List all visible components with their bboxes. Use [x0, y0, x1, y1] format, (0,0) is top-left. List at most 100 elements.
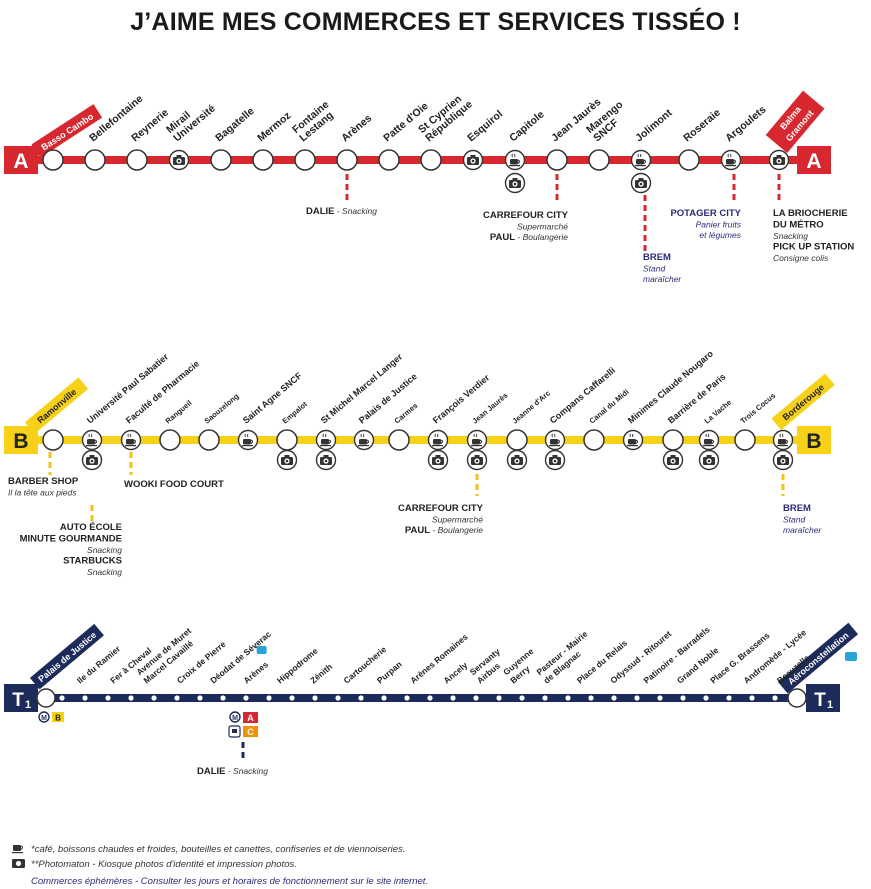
- line-b-badge-letter: B: [55, 714, 61, 723]
- camera-icon: [630, 172, 652, 194]
- tram-stop-dot: [749, 695, 755, 701]
- line-a-badge-letter: A: [247, 713, 254, 723]
- camera-icon: [662, 449, 684, 471]
- line-b-end-box: [797, 426, 831, 454]
- cafe-icon: [81, 429, 103, 451]
- terminus-label: Ramonville: [35, 387, 78, 426]
- station-aeroconstellation: [787, 688, 807, 708]
- tram-stop-dot: [358, 695, 364, 701]
- cafe-icon: [120, 429, 142, 451]
- shop-line: BARBER SHOP: [8, 476, 79, 487]
- shop-line: PAUL - Boulangerie: [405, 525, 483, 536]
- cafe-icon: [698, 429, 720, 451]
- station-label-purpan: Purpan: [375, 659, 404, 685]
- tram-stop-dot: [565, 695, 571, 701]
- line-b-letter-start: B: [13, 430, 28, 453]
- station-label-arenes: Arènes: [242, 659, 271, 685]
- tram-stop-dot: [128, 695, 134, 701]
- camera-icon: [81, 449, 103, 471]
- tram-stop-dot: [703, 695, 709, 701]
- cafe-icon: [237, 429, 259, 451]
- metro-badge-m: M: [41, 715, 47, 722]
- station-label-odyssud-ritouret: Odyssud - Ritouret: [608, 629, 673, 686]
- camera-icon: [427, 449, 449, 471]
- station-label-la-vache: La Vache: [703, 398, 734, 426]
- cafe-icon: [504, 149, 526, 171]
- station-label-esquirol: Esquirol: [465, 108, 505, 144]
- terminus-ramonville: Ramonville: [24, 377, 89, 434]
- station-label-jolimont: Jolimont: [633, 107, 675, 145]
- station-carmes: [388, 429, 410, 451]
- cafe-icon: [720, 149, 742, 171]
- station-label-fontaine: FontaineLestang: [290, 98, 338, 144]
- shop-line: maraîcher: [643, 274, 682, 284]
- tram-stop-dot: [404, 695, 410, 701]
- station-label-trois-cocus: Trois Cocus: [739, 391, 778, 425]
- camera-icon: [276, 449, 298, 471]
- station-label-ancely: Ancely: [442, 660, 470, 686]
- page-title: J’AIME MES COMMERCES ET SERVICES TISSÉO …: [130, 8, 741, 36]
- camera-icon: [504, 172, 526, 194]
- cafe-icon: [544, 429, 566, 451]
- cafe-icon-saucer: [12, 852, 23, 854]
- station-fontaine: [294, 149, 316, 171]
- station-label-guyenne: GuyenneBerry: [501, 646, 543, 686]
- station-label-canal-du-midi: Canal du Midi: [588, 387, 631, 425]
- tram-stop-dot: [657, 695, 663, 701]
- station-label-argoulets: Argoulets: [723, 104, 768, 145]
- tram-stop-dot: [151, 695, 157, 701]
- station-mermoz: [252, 149, 274, 171]
- legend-layer: *café, boissons chaudes et froides, bout…: [12, 844, 428, 887]
- cafe-icon: [772, 429, 794, 451]
- tram-stop-dot: [450, 695, 456, 701]
- cafe-icon: [630, 149, 652, 171]
- camera-icon: [698, 449, 720, 471]
- station-label-deodat-de-severac: Déodat de Séverac: [208, 629, 273, 686]
- terminus-borderouge: Borderouge: [771, 373, 835, 431]
- shop-line: Il la tête aux pieds: [8, 488, 77, 498]
- tram-stop-dot: [519, 695, 525, 701]
- station-label-jean-jaures: Jean Jaurès: [471, 391, 510, 426]
- cafe-icon: [13, 845, 21, 851]
- tram-stop-dot: [588, 695, 594, 701]
- train-icon-window: [232, 729, 237, 733]
- tram-stop-dot: [289, 695, 295, 701]
- tram-stop-dot: [105, 695, 111, 701]
- camera-icon: [462, 149, 484, 171]
- station-palais-de-justice: [36, 688, 56, 708]
- line-c-badge: [243, 726, 258, 737]
- station-rangueil: [159, 429, 181, 451]
- camera-icon: [772, 449, 794, 471]
- airport-icon: [845, 652, 857, 661]
- legend-cafe-text: *café, boissons chaudes et froides, bout…: [31, 844, 405, 855]
- station-jean-jaures: [546, 149, 568, 171]
- shop-line: Snacking: [773, 231, 808, 241]
- line-a-track: [20, 156, 810, 164]
- tram-stop-dot: [82, 695, 88, 701]
- tram-stop-dot: [59, 695, 65, 701]
- camera-icon: [315, 449, 337, 471]
- line-t1-track: [20, 694, 810, 702]
- tram-stop-dot: [473, 695, 479, 701]
- station-reynerie: [126, 149, 148, 171]
- station-label-faculte-de-pharmacie: Faculté de Pharmacie: [124, 358, 201, 425]
- line-t1-number-start: 1: [25, 699, 31, 711]
- line-a-letter-end: A: [806, 150, 821, 173]
- tram-stop-dot: [220, 695, 226, 701]
- shop-line: PICK UP STATION: [773, 242, 854, 253]
- line-t1-start-box: [4, 684, 38, 712]
- shop-line: Stand: [643, 264, 665, 274]
- station-saouzelong: [198, 429, 220, 451]
- shop-line: Consigne colis: [773, 253, 829, 263]
- shops-layer: DALIE - Snacking CARREFOUR CITYSupermarch…: [8, 174, 854, 777]
- station-label-rangueil: Rangueil: [164, 398, 194, 425]
- camera-icon: [768, 149, 790, 171]
- line-b-badge: [52, 712, 64, 722]
- shop-line: BREM: [643, 252, 671, 263]
- tram-stop-dot: [726, 695, 732, 701]
